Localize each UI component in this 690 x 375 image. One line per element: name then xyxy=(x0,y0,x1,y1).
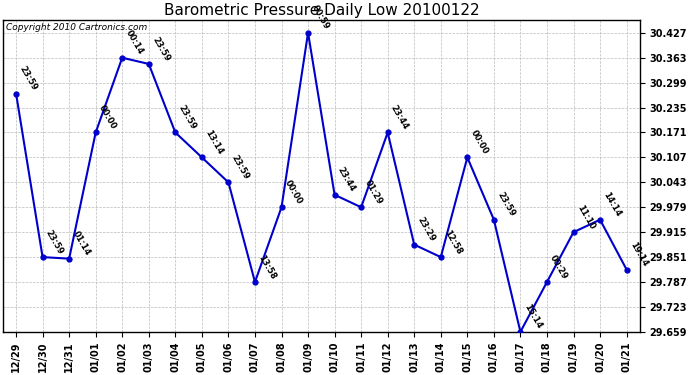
Text: 00:00: 00:00 xyxy=(469,129,490,156)
Text: 12:58: 12:58 xyxy=(442,228,464,256)
Text: 23:59: 23:59 xyxy=(17,64,39,92)
Text: 00:00: 00:00 xyxy=(97,104,118,131)
Text: Copyright 2010 Cartronics.com: Copyright 2010 Cartronics.com xyxy=(6,24,147,33)
Title: Barometric Pressure Daily Low 20100122: Barometric Pressure Daily Low 20100122 xyxy=(164,3,479,18)
Text: 00:14: 00:14 xyxy=(124,29,145,56)
Text: 23:59: 23:59 xyxy=(44,228,65,256)
Text: 23:59: 23:59 xyxy=(230,153,251,181)
Text: 00:00: 00:00 xyxy=(283,178,304,206)
Text: 19:14: 19:14 xyxy=(628,240,649,268)
Text: 00:59: 00:59 xyxy=(309,4,331,32)
Text: 23:59: 23:59 xyxy=(150,35,171,63)
Text: 23:29: 23:29 xyxy=(415,216,437,243)
Text: 23:59: 23:59 xyxy=(177,104,198,131)
Text: 13:14: 13:14 xyxy=(204,128,224,156)
Text: 11:10: 11:10 xyxy=(575,203,596,231)
Text: 01:29: 01:29 xyxy=(362,178,384,206)
Text: 14:14: 14:14 xyxy=(602,190,622,218)
Text: 13:58: 13:58 xyxy=(257,253,277,280)
Text: 23:44: 23:44 xyxy=(389,104,411,131)
Text: 15:14: 15:14 xyxy=(522,303,543,330)
Text: 00:29: 00:29 xyxy=(549,253,569,280)
Text: 01:14: 01:14 xyxy=(70,230,92,257)
Text: 23:59: 23:59 xyxy=(495,191,516,218)
Text: 23:44: 23:44 xyxy=(336,166,357,194)
